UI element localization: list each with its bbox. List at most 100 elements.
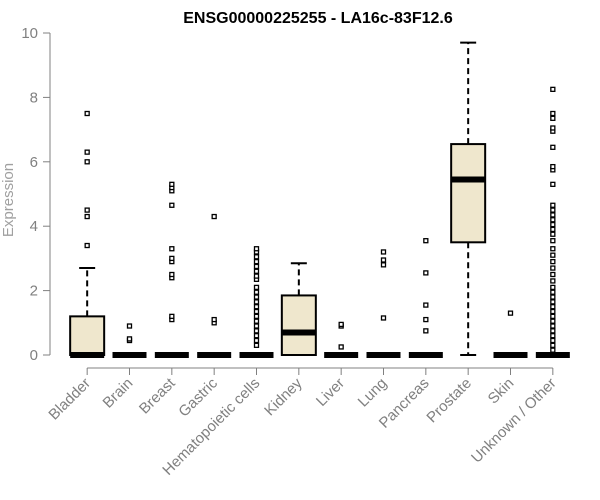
outlier-point bbox=[253, 342, 260, 348]
y-tick-label: 8 bbox=[30, 89, 38, 106]
x-tick-label: Kidney bbox=[261, 374, 306, 419]
x-tick-label: Brain bbox=[100, 375, 137, 412]
outlier-point bbox=[550, 318, 556, 324]
outlier-point bbox=[550, 328, 556, 334]
outlier-point bbox=[550, 294, 556, 300]
outlier-point bbox=[126, 336, 133, 342]
y-axis-label: Expression bbox=[0, 163, 17, 237]
outlier-point bbox=[253, 328, 260, 334]
outlier-point bbox=[550, 86, 556, 92]
outlier-point bbox=[550, 207, 556, 213]
outlier-point bbox=[169, 255, 175, 262]
outlier-point bbox=[169, 271, 175, 278]
outlier-point bbox=[253, 308, 260, 315]
outlier-point bbox=[84, 149, 90, 155]
outlier-point bbox=[550, 299, 556, 305]
x-tick-label: Prostate bbox=[423, 375, 475, 427]
outlier-point bbox=[550, 202, 556, 208]
outlier-point bbox=[550, 347, 556, 353]
y-tick-label: 0 bbox=[30, 347, 38, 364]
outlier-point bbox=[84, 159, 90, 165]
outlier-point bbox=[550, 323, 556, 329]
outlier-point bbox=[550, 252, 556, 258]
outlier-point bbox=[253, 268, 260, 274]
y-tick-label: 4 bbox=[30, 218, 38, 235]
outlier-point bbox=[550, 258, 556, 265]
box bbox=[450, 143, 487, 244]
outlier-point bbox=[84, 110, 90, 117]
outlier-point bbox=[253, 337, 260, 344]
plot-area bbox=[69, 41, 570, 358]
outlier-point bbox=[253, 313, 260, 320]
y-axis: 0 2 4 6 8 10 bbox=[21, 25, 51, 364]
outlier-point bbox=[253, 246, 260, 252]
outlier-point bbox=[423, 328, 429, 334]
outlier-point bbox=[84, 242, 90, 249]
chart-title: ENSG00000225255 - LA16c-83F12.6 bbox=[183, 10, 453, 27]
outlier-point bbox=[550, 238, 556, 244]
outlier-point bbox=[211, 316, 217, 323]
outlier-point bbox=[169, 181, 175, 187]
x-tick-label: Skin bbox=[485, 375, 518, 408]
outlier-point bbox=[550, 181, 556, 187]
box-group bbox=[324, 321, 359, 358]
outlier-point bbox=[84, 207, 90, 213]
box-group bbox=[408, 238, 443, 358]
box-group bbox=[197, 213, 232, 358]
outlier-point bbox=[126, 323, 133, 329]
outlier-point bbox=[423, 270, 429, 276]
outlier-point bbox=[253, 304, 260, 310]
outlier-point bbox=[253, 318, 260, 324]
outlier-point bbox=[550, 110, 556, 117]
box-group bbox=[450, 41, 487, 356]
x-tick-label: Bladder bbox=[45, 375, 94, 424]
box bbox=[280, 294, 317, 356]
outlier-point bbox=[169, 246, 175, 252]
outlier-point bbox=[550, 308, 556, 315]
outlier-point bbox=[550, 231, 556, 237]
outlier-point bbox=[550, 337, 556, 344]
outlier-point bbox=[550, 313, 556, 320]
y-tick-label: 2 bbox=[30, 283, 38, 300]
outlier-point bbox=[211, 213, 217, 220]
outlier-point bbox=[550, 278, 556, 284]
box-group bbox=[69, 110, 106, 358]
outlier-point bbox=[253, 258, 260, 265]
outlier-point bbox=[423, 302, 429, 308]
box-group bbox=[112, 323, 147, 358]
box bbox=[69, 315, 106, 356]
outlier-point bbox=[253, 273, 260, 279]
box-group bbox=[493, 310, 528, 358]
outlier-point bbox=[253, 333, 260, 339]
outlier-point bbox=[550, 265, 556, 271]
x-tick-label: Liver bbox=[313, 375, 348, 410]
outlier-point bbox=[550, 271, 556, 278]
outlier-point bbox=[253, 299, 260, 305]
outlier-point bbox=[338, 344, 344, 350]
outlier-point bbox=[550, 289, 556, 295]
outlier-point bbox=[550, 304, 556, 310]
outlier-point bbox=[550, 217, 556, 223]
x-tick-label: Breast bbox=[136, 374, 179, 417]
box-group bbox=[535, 86, 570, 358]
box-group bbox=[239, 246, 274, 358]
outlier-point bbox=[550, 144, 556, 150]
outlier-point bbox=[550, 115, 556, 121]
outlier-point bbox=[253, 254, 260, 260]
y-tick-label: 6 bbox=[30, 154, 38, 171]
outlier-point bbox=[380, 262, 387, 268]
box-group bbox=[154, 181, 189, 358]
outlier-point bbox=[253, 289, 260, 295]
outlier-point bbox=[338, 321, 344, 328]
outlier-point bbox=[550, 212, 556, 218]
x-tick-label: Lung bbox=[355, 375, 391, 411]
outlier-point bbox=[550, 226, 556, 233]
outlier-point bbox=[253, 323, 260, 329]
outlier-point bbox=[423, 238, 429, 244]
outlier-point bbox=[550, 342, 556, 348]
outlier-point bbox=[550, 284, 556, 291]
outlier-point bbox=[550, 163, 556, 170]
outlier-point bbox=[550, 125, 556, 131]
outlier-point bbox=[550, 333, 556, 339]
